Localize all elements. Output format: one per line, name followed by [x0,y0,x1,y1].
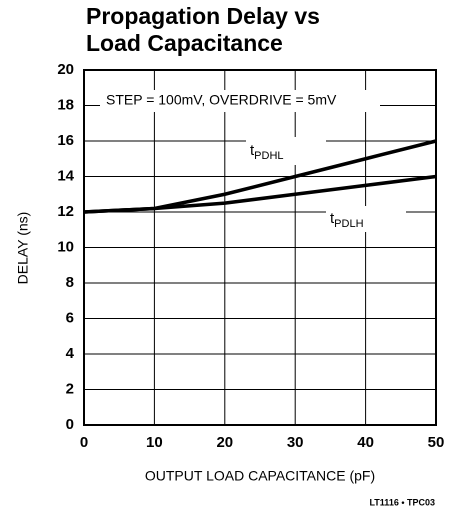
x-tick-label: 20 [216,434,233,451]
x-tick-label: 10 [146,434,163,451]
plot-frame [83,69,437,426]
series-label: tPDLH [330,210,364,230]
chart-title-line: Load Capacitance [86,30,283,56]
annotation: STEP = 100mV, OVERDRIVE = 5mV [106,92,337,108]
y-tick-label: 10 [57,238,74,255]
footnote: LT1116 • TPC03 [369,497,435,507]
x-tick-label: 50 [428,434,445,451]
y-tick-label: 4 [66,345,75,362]
y-tick-label: 12 [57,203,74,220]
chart-title-line: Propagation Delay vs [86,3,320,29]
x-tick-label: 0 [80,434,88,451]
y-tick-label: 20 [57,61,74,78]
y-tick-label: 16 [57,132,74,149]
x-tick-label: 30 [287,434,304,451]
y-axis-label: DELAY (ns) [15,212,31,285]
x-tick-label: 40 [357,434,374,451]
series-line [83,174,437,214]
y-tick-label: 2 [66,380,74,397]
series-label-bg [326,206,406,232]
y-tick-label: 14 [57,167,74,184]
x-axis-label: OUTPUT LOAD CAPACITANCE (pF) [145,468,375,484]
y-tick-label: 8 [66,274,74,291]
annotation-bg [100,90,380,112]
series-label-bg [246,137,326,165]
series-label: tPDHL [250,142,284,162]
y-tick-label: 0 [66,416,74,433]
y-tick-label: 6 [66,309,74,326]
y-tick-label: 18 [57,96,74,113]
